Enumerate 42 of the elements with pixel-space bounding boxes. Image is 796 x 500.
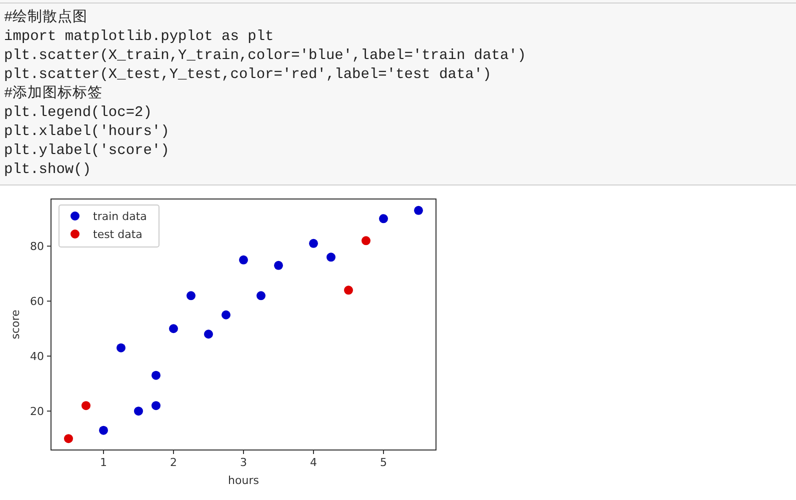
- point: [362, 236, 370, 246]
- point: [379, 214, 388, 224]
- point: [169, 324, 178, 334]
- x-tick-label: 2: [170, 456, 177, 469]
- point: [116, 343, 126, 352]
- point: [64, 434, 73, 444]
- point: [152, 401, 160, 410]
- text: plt.scatter(X_test,Y_test,color='red',label='test data'): [4, 67, 492, 83]
- x-tick-label: 4: [310, 456, 317, 469]
- y-tick-label: 60: [30, 295, 44, 308]
- y-axis-title: score: [9, 309, 22, 340]
- text: plt.xlabel('hours'): [4, 124, 170, 140]
- text: #绘制散点图: [4, 8, 88, 26]
- legend-label: train data: [93, 210, 147, 223]
- point: [344, 286, 353, 295]
- point: [99, 426, 108, 435]
- point: [309, 238, 318, 248]
- text: plt.scatter(X_train,Y_train,color='blue',label='train data'): [4, 48, 526, 64]
- x-tick-label: 1: [100, 456, 107, 469]
- point: [274, 260, 283, 270]
- x-tick-label: 5: [380, 456, 387, 469]
- point: [82, 401, 90, 410]
- x-axis-title: hours: [228, 474, 260, 487]
- legend-label: test data: [93, 228, 142, 241]
- point: [239, 255, 248, 264]
- y-tick-label: 40: [30, 350, 44, 364]
- point: [204, 330, 213, 339]
- point: [186, 291, 196, 300]
- text: import matplotlib.pyplot as plt: [4, 29, 274, 45]
- point: [222, 310, 230, 320]
- y-tick-label: 80: [30, 240, 44, 254]
- text: plt.ylabel('score'): [4, 143, 170, 159]
- text: #添加图标标签: [4, 84, 103, 102]
- text: plt.legend(loc=2): [4, 105, 152, 121]
- point: [256, 291, 266, 300]
- point: [134, 406, 143, 416]
- point: [414, 206, 423, 215]
- text: plt.show(): [4, 162, 92, 178]
- x-tick-label: 3: [240, 456, 247, 469]
- y-tick-label: 20: [30, 405, 44, 418]
- point: [152, 370, 160, 380]
- point: [326, 252, 336, 262]
